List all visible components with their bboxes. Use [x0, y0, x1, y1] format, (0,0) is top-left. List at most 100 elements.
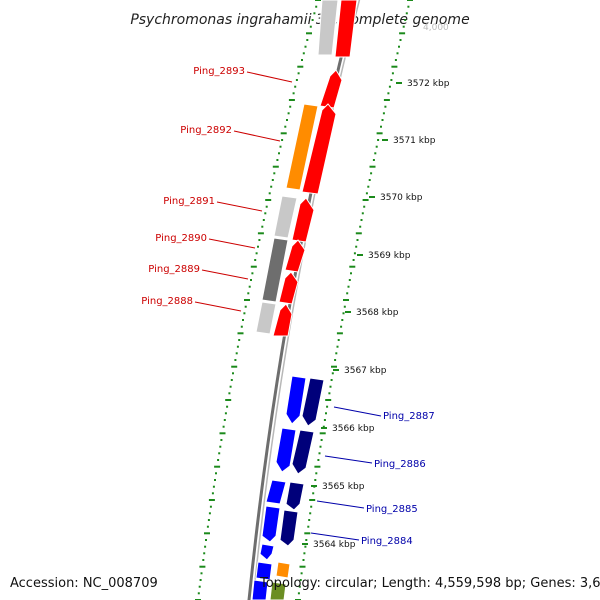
- inner-ring-tick: [217, 459, 220, 461]
- gene-label-ping-2887[interactable]: Ping_2887: [383, 411, 435, 422]
- outer-ring-tick: [325, 399, 332, 401]
- outer-ring-tick: [317, 459, 320, 461]
- inner-ring-tick: [204, 532, 210, 535]
- outer-ring-tick: [337, 339, 340, 341]
- gene-label-ping-2893[interactable]: Ping_2893: [193, 66, 245, 77]
- outer-ring-tick: [355, 232, 362, 235]
- gene-arrow-reverse: [255, 561, 273, 581]
- outer-ring-tick: [394, 59, 397, 61]
- outer-ring-tick: [340, 325, 343, 328]
- gene-label-ping-2885[interactable]: Ping_2885: [366, 504, 418, 515]
- outer-ring-tick: [309, 499, 316, 501]
- outer-ring-tick: [335, 352, 338, 355]
- outer-ring-tick: [334, 359, 337, 361]
- inner-ring-tick: [205, 539, 207, 541]
- inner-ring-tick: [240, 325, 243, 328]
- outer-ring-tick: [367, 185, 370, 188]
- inner-ring-tick: [199, 579, 202, 581]
- gene-arrow-forward: [284, 239, 306, 273]
- accession-text: Accession: NC_008709: [10, 576, 158, 591]
- inner-ring-tick: [214, 479, 216, 481]
- outer-ring-tick: [384, 105, 387, 108]
- inner-ring-tick: [297, 72, 300, 75]
- gene-arrow-forward: [278, 271, 299, 305]
- outer-ring-tick: [310, 505, 313, 508]
- inner-ring-tick: [306, 39, 309, 41]
- inner-ring-tick: [289, 105, 292, 108]
- outer-ring-tick: [360, 219, 363, 221]
- gene-arrow-forward: [334, 0, 358, 58]
- inner-tick-ring: [195, 0, 321, 600]
- inner-ring-tick: [313, 12, 316, 15]
- outer-ring-tick: [404, 19, 407, 21]
- inner-ring-tick: [288, 99, 295, 101]
- outer-ring-tick: [381, 119, 384, 121]
- gene-arrow-forward: [272, 303, 293, 337]
- outer-ring-tick: [302, 559, 305, 561]
- outer-ring-tick: [299, 565, 306, 568]
- inner-ring-tick: [215, 472, 217, 475]
- gene-label-ping-2884[interactable]: Ping_2884: [361, 536, 413, 547]
- inner-ring-tick: [265, 199, 272, 201]
- outer-ring-tick: [318, 452, 321, 455]
- gene-label-ping-2892[interactable]: Ping_2892: [180, 125, 232, 136]
- gene-arrow-reverse-dark: [285, 481, 305, 511]
- inner-ring-tick: [295, 79, 298, 81]
- outer-ring-tick: [298, 585, 301, 588]
- inner-ring-tick: [232, 372, 234, 375]
- inner-ring-tick: [242, 319, 244, 321]
- outer-ring-tick: [348, 279, 351, 281]
- outer-ring-tick: [398, 45, 400, 48]
- reverse-feature-track: [251, 375, 325, 600]
- inner-ring-tick: [315, 5, 318, 8]
- outer-ring-tick: [329, 385, 332, 388]
- outer-ring-tick: [319, 432, 326, 435]
- gene-label-ping-2889[interactable]: Ping_2889: [148, 264, 200, 275]
- inner-ring-tick: [225, 399, 232, 401]
- cog-orange-block: [275, 561, 291, 579]
- inner-ring-tick: [261, 225, 264, 228]
- outer-ring-tick: [307, 525, 310, 528]
- gene-label-ping-2886[interactable]: Ping_2886: [374, 459, 426, 470]
- outer-ring-tick: [407, 0, 413, 1]
- topology-text: Topology: circular; Length: 4,559,598 bp…: [259, 576, 600, 591]
- inner-ring-tick: [270, 185, 273, 188]
- map-title: Psychromonas ingrahamii 37, complete gen…: [130, 12, 469, 28]
- inner-ring-tick: [206, 525, 209, 528]
- gene-label-ping-2888[interactable]: Ping_2888: [141, 296, 193, 307]
- inner-ring-tick: [248, 285, 251, 288]
- inner-ring-tick: [236, 345, 239, 348]
- inner-ring-tick: [297, 65, 304, 68]
- outer-ring-tick: [356, 239, 359, 241]
- inner-ring-tick: [279, 145, 282, 148]
- gene-arrow-forward: [291, 197, 315, 243]
- outer-ring-tick: [352, 259, 355, 261]
- inner-ring-tick: [244, 299, 250, 301]
- inner-ring-tick: [203, 552, 206, 555]
- inner-ring-tick: [204, 545, 207, 548]
- inner-ring-tick: [214, 465, 221, 468]
- inner-ring-tick: [306, 32, 312, 35]
- outer-ring-tick: [331, 372, 334, 375]
- outer-ring-tick: [323, 419, 326, 421]
- gene-label-ping-2891[interactable]: Ping_2891: [163, 196, 215, 207]
- gene-label-ping-2890[interactable]: Ping_2890: [155, 233, 207, 244]
- outer-ring-tick: [322, 425, 325, 428]
- outer-ring-tick: [328, 392, 331, 395]
- outer-ring-tick: [342, 312, 345, 315]
- outer-ring-tick: [375, 145, 378, 148]
- outer-ring-tick: [299, 579, 302, 581]
- inner-ring-tick: [315, 0, 321, 1]
- outer-ring-tick: [341, 319, 344, 321]
- gene-arrow-reverse: [275, 427, 297, 473]
- inner-ring-tick: [222, 425, 225, 428]
- outer-ring-tick: [355, 245, 358, 248]
- outer-ring-tick: [297, 592, 300, 595]
- outer-ring-tick: [402, 25, 405, 28]
- inner-ring-tick: [304, 45, 307, 48]
- inner-ring-tick: [212, 485, 215, 488]
- outer-ring-tick: [376, 132, 383, 135]
- inner-ring-tick: [286, 119, 288, 121]
- kbp-tick-label: 3567 kbp: [344, 366, 387, 376]
- outer-ring-tick: [387, 92, 390, 95]
